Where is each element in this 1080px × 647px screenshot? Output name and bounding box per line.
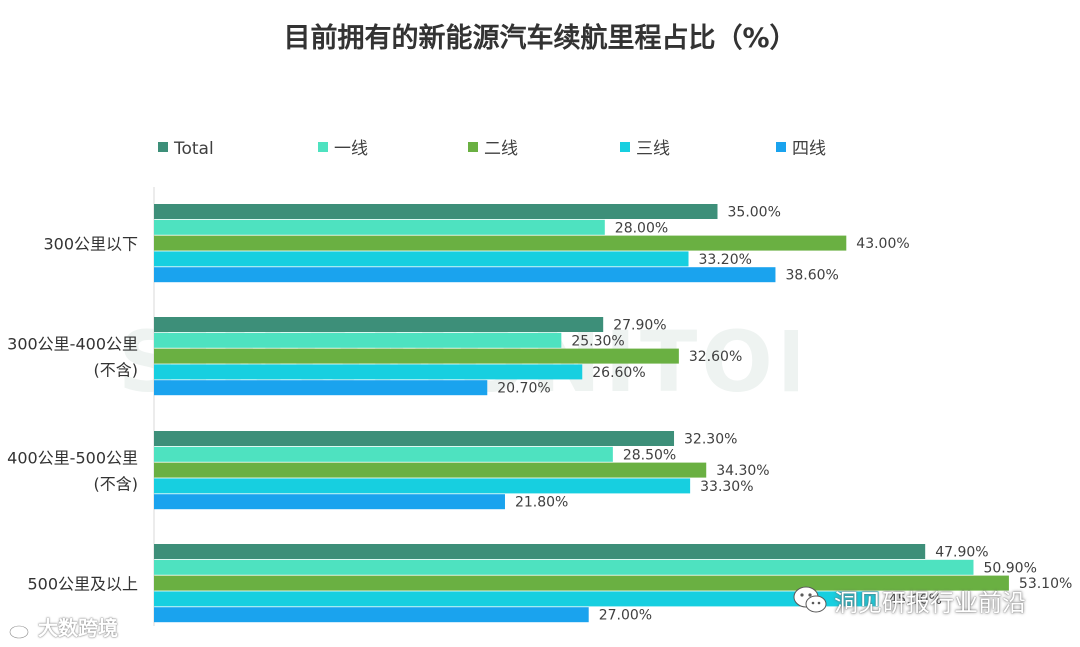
wechat-icon xyxy=(793,586,827,613)
value-label-3-2: 53.10% xyxy=(1019,576,1072,592)
value-label-0-4: 38.60% xyxy=(785,268,838,284)
brand-left-watermark: 大数跨境 xyxy=(8,612,118,641)
value-label-1-0: 27.90% xyxy=(613,318,666,334)
bar-0-3 xyxy=(154,251,689,267)
category-label-0-0: 300公里以下 xyxy=(43,235,138,254)
bar-3-4 xyxy=(154,607,589,623)
legend-swatch-2 xyxy=(468,142,478,152)
bar-1-0 xyxy=(154,317,604,332)
category-label-3-0: 500公里及以上 xyxy=(27,575,138,594)
legend-label-3: 三线 xyxy=(636,139,670,159)
bar-0-0 xyxy=(154,204,718,219)
brand-right-watermark: 洞见研报行业前沿 xyxy=(788,583,1030,617)
value-label-1-4: 20.70% xyxy=(497,381,550,397)
value-label-0-2: 43.00% xyxy=(856,236,909,252)
legend-item-2: 二线 xyxy=(468,137,518,161)
bar-3-3 xyxy=(154,591,879,607)
bar-1-3 xyxy=(154,364,583,380)
legend-item-3: 三线 xyxy=(620,137,670,161)
brand-left-text: 大数跨境 xyxy=(38,616,118,640)
legend-item-4: 四线 xyxy=(776,137,826,161)
value-label-1-3: 26.60% xyxy=(592,365,645,381)
legend-swatch-4 xyxy=(776,142,786,152)
weibo-icon xyxy=(9,620,33,639)
value-label-2-3: 33.30% xyxy=(700,479,753,495)
bar-2-1 xyxy=(154,446,613,462)
bar-0-4 xyxy=(154,267,776,283)
legend-label-2: 二线 xyxy=(484,139,518,159)
brand-right-text: 洞见研报行业前沿 xyxy=(834,588,1026,617)
value-label-3-4: 27.00% xyxy=(599,608,652,624)
category-label-1-1: (不含) xyxy=(94,361,139,380)
bar-0-2 xyxy=(154,235,847,251)
legend-label-0: Total xyxy=(174,139,214,159)
bar-1-4 xyxy=(154,380,488,396)
value-label-2-2: 34.30% xyxy=(716,463,769,479)
bar-2-2 xyxy=(154,462,707,478)
value-label-3-0: 47.90% xyxy=(935,545,988,561)
bar-2-4 xyxy=(154,494,505,510)
legend-swatch-1 xyxy=(318,142,328,152)
legend-swatch-3 xyxy=(620,142,630,152)
chart-title: 目前拥有的新能源汽车续航里程占比（%） xyxy=(283,23,797,54)
legend-swatch-0 xyxy=(158,142,168,152)
value-label-0-3: 33.20% xyxy=(699,252,752,268)
bar-3-0 xyxy=(154,544,926,559)
legend-label-1: 一线 xyxy=(334,139,368,159)
value-label-1-2: 32.60% xyxy=(689,349,742,365)
value-label-2-0: 32.30% xyxy=(684,432,737,448)
value-label-0-0: 35.00% xyxy=(728,205,781,221)
legend-label-4: 四线 xyxy=(792,139,826,159)
value-label-2-1: 28.50% xyxy=(623,447,676,463)
value-label-1-1: 25.30% xyxy=(571,333,624,349)
bar-2-0 xyxy=(154,431,675,446)
legend-item-0: Total xyxy=(158,137,214,161)
bar-0-1 xyxy=(154,219,605,235)
bar-1-1 xyxy=(154,332,562,348)
value-label-0-1: 28.00% xyxy=(615,220,668,236)
bar-1-2 xyxy=(154,348,679,364)
bar-3-2 xyxy=(154,575,1009,591)
bar-3-1 xyxy=(154,559,974,575)
legend-item-1: 一线 xyxy=(318,137,368,161)
category-label-2-0: 400公里-500公里 xyxy=(7,449,138,468)
value-label-3-1: 50.90% xyxy=(983,560,1036,576)
value-label-3-3: 45.00% xyxy=(889,592,942,608)
bar-2-3 xyxy=(154,478,691,494)
category-label-1-0: 300公里-400公里 xyxy=(7,335,138,354)
category-label-2-1: (不含) xyxy=(94,475,139,494)
value-label-2-4: 21.80% xyxy=(515,495,568,511)
